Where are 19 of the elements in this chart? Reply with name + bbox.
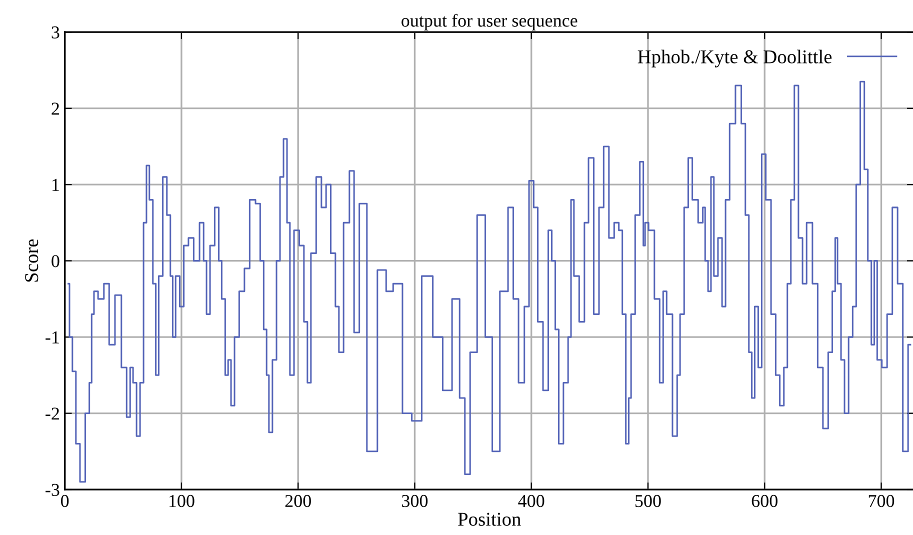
y-tick-label: 2 [52,102,59,115]
chart-title: output for user sequence [402,14,578,30]
y-tick-label: -3 [46,484,60,496]
y-tick-label: 3 [52,26,60,39]
y-tick-label: 1 [52,178,59,191]
x-tick-label: 600 [752,494,778,508]
x-tick-label: 0 [61,494,69,508]
x-tick-label: 700 [868,494,894,508]
legend-label: Hphob./Kyte & Doolittle [638,50,832,68]
y-tick-label: 0 [52,255,60,268]
x-tick-label: 400 [518,494,544,508]
x-tick-label: 300 [402,494,428,508]
x-tick-label: 200 [285,494,311,508]
x-tick-label: 500 [635,494,661,508]
y-tick-label: -2 [46,408,59,420]
x-axis-title: Position [458,512,521,526]
y-axis-title: Score [25,239,38,282]
y-tick-label: -1 [46,331,59,344]
x-tick-label: 100 [170,494,194,508]
